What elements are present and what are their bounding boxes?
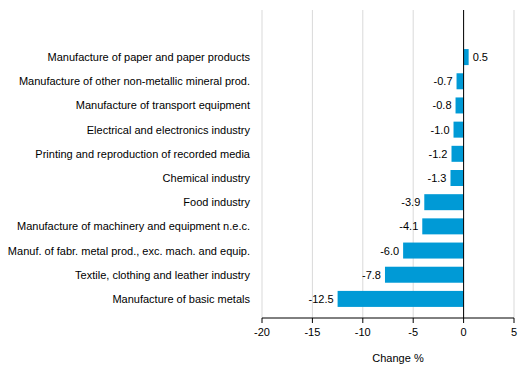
tick-label: 0 xyxy=(461,326,467,338)
data-label: -1.2 xyxy=(429,148,448,160)
grid-line xyxy=(262,10,263,318)
grid-line xyxy=(312,10,313,318)
bar xyxy=(385,267,464,283)
data-label: -4.1 xyxy=(399,220,418,232)
data-label: -1.0 xyxy=(431,124,450,136)
data-label: -0.8 xyxy=(433,99,452,111)
bar xyxy=(424,194,463,210)
x-axis xyxy=(262,318,514,319)
bar xyxy=(450,170,463,186)
category-label: Manuf. of fabr. metal prod., exc. mach. … xyxy=(8,245,250,257)
category-label: Textile, clothing and leather industry xyxy=(75,269,250,281)
category-label: Manufacture of machinery and equipment n… xyxy=(17,220,250,232)
tick-mark xyxy=(463,318,464,323)
category-label: Chemical industry xyxy=(163,172,251,184)
data-label: -12.5 xyxy=(309,293,334,305)
chart: -20 -15 -10 -5 0 5 Manufacture of paper and pa… xyxy=(0,0,529,378)
category-label: Food industry xyxy=(183,196,250,208)
tick-mark xyxy=(413,318,414,323)
tick-mark xyxy=(262,318,263,323)
data-label: -7.8 xyxy=(362,269,381,281)
grid-line xyxy=(514,10,515,318)
category-label: Manufacture of other non-metallic minera… xyxy=(19,75,250,87)
tick-label: 5 xyxy=(511,326,517,338)
category-label: Manufacture of transport equipment xyxy=(76,99,250,111)
bar xyxy=(338,291,464,307)
zero-axis xyxy=(463,10,464,318)
tick-label: -15 xyxy=(304,326,320,338)
bar xyxy=(456,97,464,113)
bar xyxy=(464,49,469,65)
tick-label: -5 xyxy=(408,326,418,338)
data-label: -1.3 xyxy=(428,172,447,184)
data-label: 0.5 xyxy=(473,51,488,63)
bar xyxy=(422,218,463,234)
category-label: Manufacture of basic metals xyxy=(112,293,250,305)
tick-mark xyxy=(312,318,313,323)
grid-line xyxy=(463,10,464,318)
bar xyxy=(457,73,464,89)
bar xyxy=(452,146,464,162)
x-axis-label: Change % xyxy=(372,352,424,364)
tick-label: -20 xyxy=(254,326,270,338)
bar xyxy=(454,122,464,138)
category-label: Printing and reproduction of recorded me… xyxy=(35,148,251,160)
tick-label: -10 xyxy=(355,326,371,338)
tick-mark xyxy=(514,318,515,323)
data-label: -0.7 xyxy=(434,75,453,87)
data-label: -3.9 xyxy=(401,196,420,208)
data-label: -6.0 xyxy=(380,245,399,257)
category-label: Electrical and electronics industry xyxy=(87,124,251,136)
bar xyxy=(403,243,463,259)
tick-mark xyxy=(362,318,363,323)
category-label: Manufacture of paper and paper products xyxy=(48,51,251,63)
bars xyxy=(338,49,469,307)
